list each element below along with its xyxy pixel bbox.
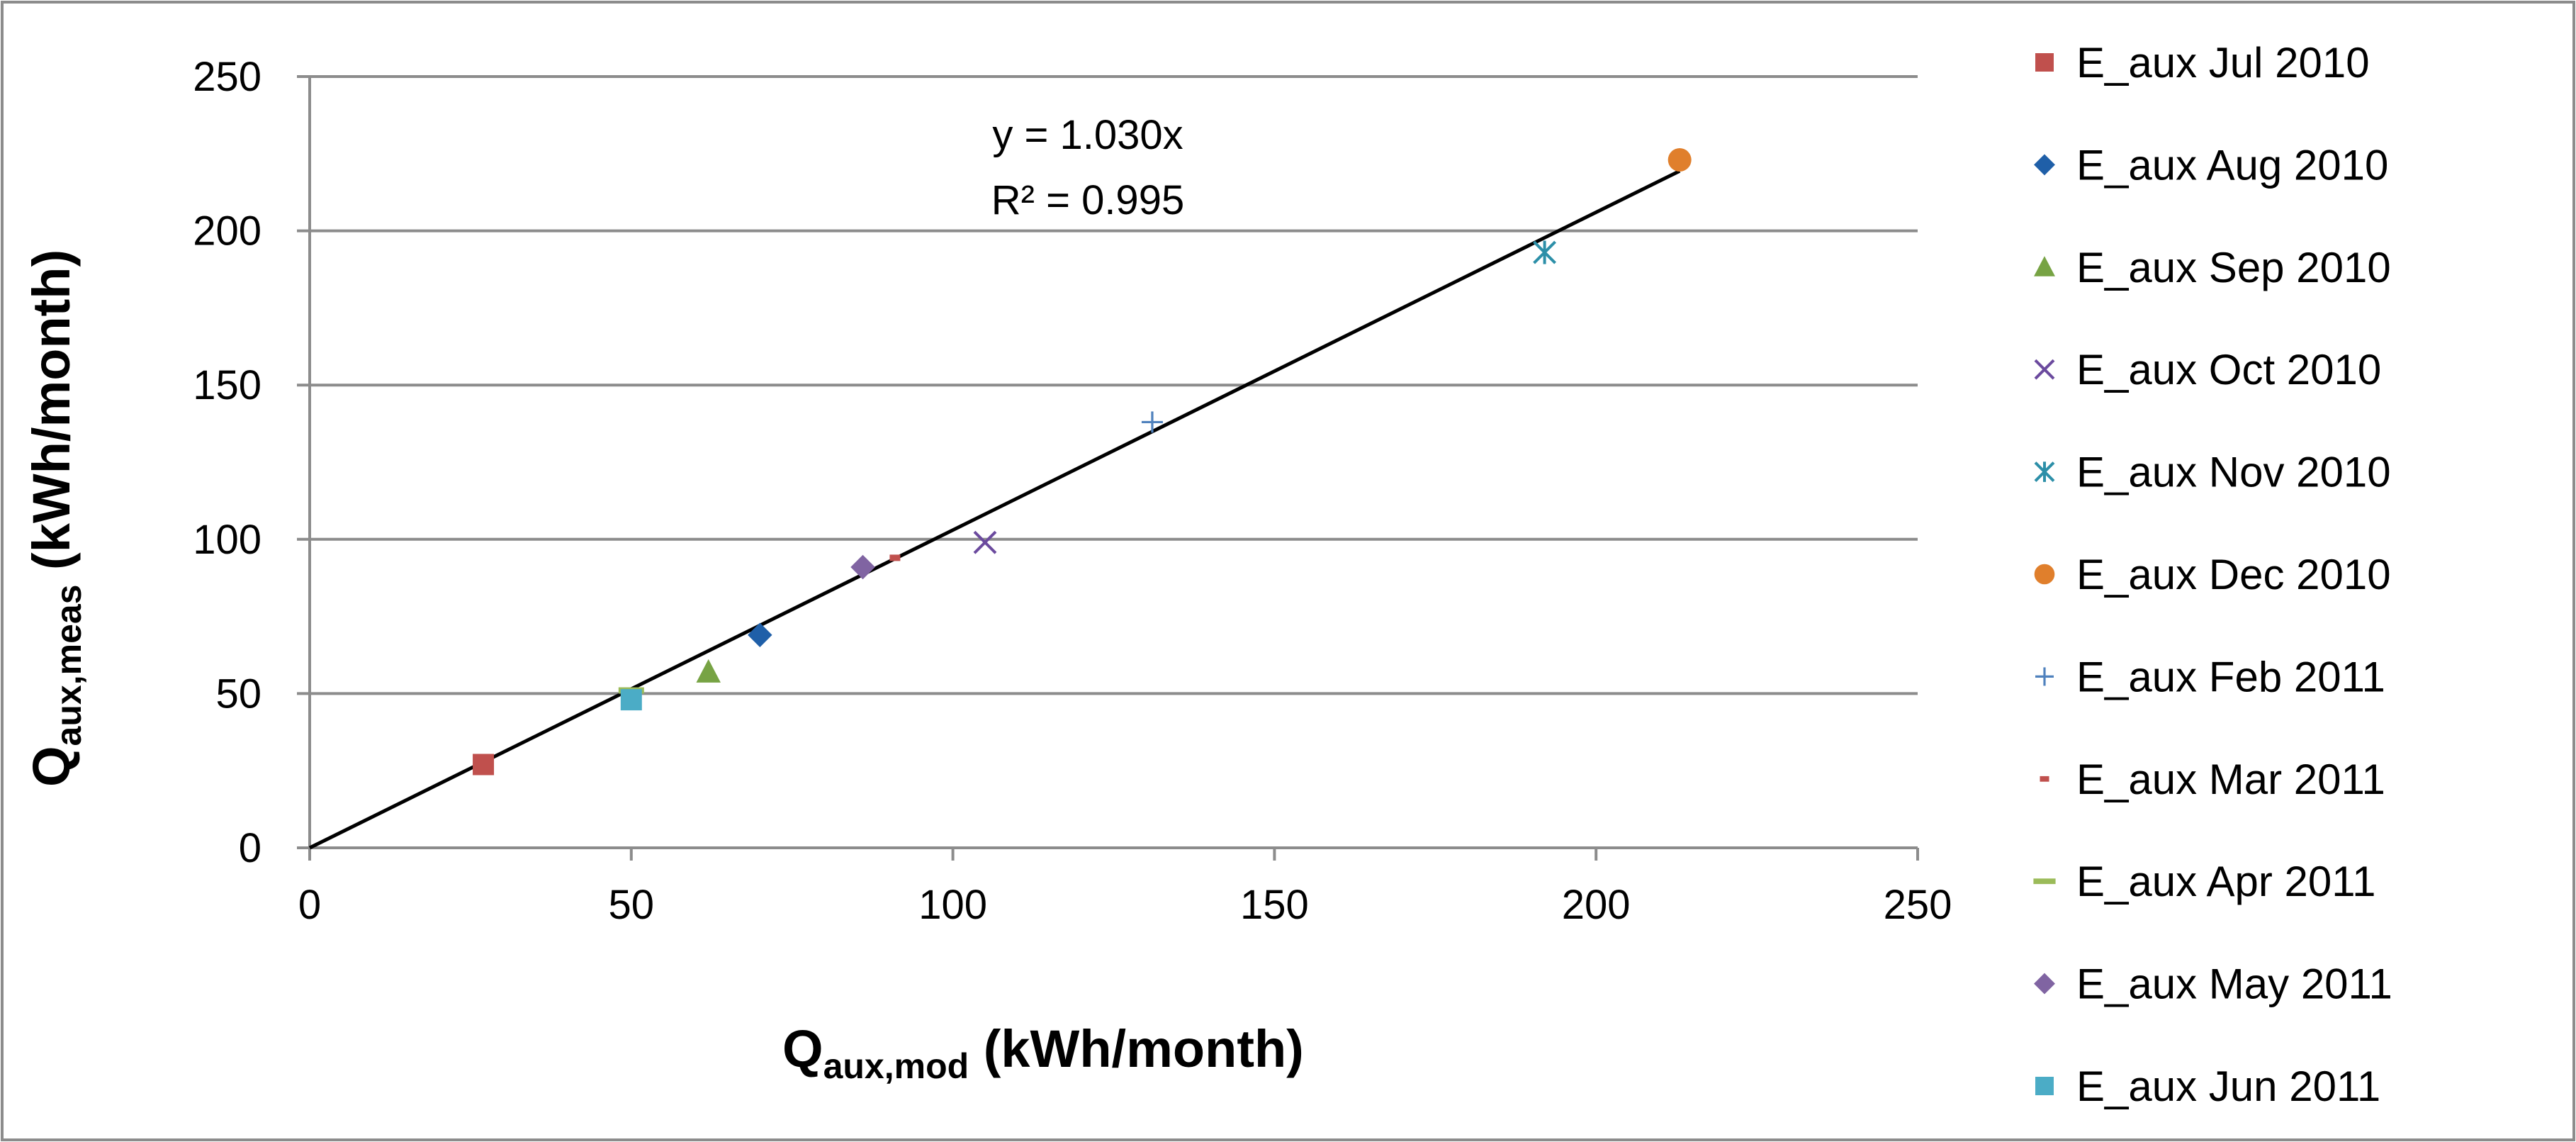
y-axis-label-main: Q (22, 746, 81, 787)
legend-marker-8 (2033, 878, 2056, 885)
y-axis-label: Qaux,meas (kWh/month) (22, 250, 89, 787)
x-axis-label-unit: (kWh/month) (969, 1019, 1304, 1078)
x-tick-label-150: 150 (1240, 882, 1309, 928)
data-point-0 (473, 754, 495, 776)
legend-item-6: E_aux Feb 2011 (2035, 653, 2385, 700)
legend-item-4: E_aux Nov 2010 (2034, 449, 2391, 496)
x-tick-label-200: 200 (1562, 882, 1631, 928)
x-tick-label-0: 0 (298, 882, 321, 928)
legend-item-1: E_aux Aug 2010 (2034, 141, 2388, 189)
legend-label-3: E_aux Oct 2010 (2076, 346, 2381, 393)
legend-item-9: E_aux May 2011 (2034, 961, 2392, 1008)
trendline-r2: R² = 0.995 (991, 177, 1184, 223)
y-tick-label-100: 100 (193, 517, 261, 563)
legend-marker-1-shape (2034, 154, 2055, 176)
legend-label-5: E_aux Dec 2010 (2076, 551, 2391, 598)
data-point-3 (973, 530, 997, 554)
legend-marker-7-shape (2040, 776, 2049, 782)
legend-marker-2 (2034, 256, 2055, 276)
legend-marker-1 (2034, 154, 2055, 176)
legend-item-2: E_aux Sep 2010 (2034, 244, 2391, 291)
data-point-1 (748, 622, 772, 647)
legend-marker-2-shape (2034, 256, 2055, 276)
x-tick-label-50: 50 (609, 882, 655, 928)
legend-marker-3 (2034, 359, 2055, 380)
data-point-6 (1141, 411, 1163, 433)
data-points (473, 148, 1692, 776)
y-axis-label-sub: aux,meas (49, 585, 89, 746)
legend-item-8: E_aux Apr 2011 (2033, 858, 2376, 905)
legend-marker-6 (2035, 667, 2054, 686)
legend-label-0: E_aux Jul 2010 (2076, 39, 2370, 86)
data-point-10 (620, 689, 642, 711)
y-tick-label-150: 150 (193, 362, 261, 408)
legend-item-3: E_aux Oct 2010 (2034, 346, 2381, 393)
legend-marker-10 (2035, 1077, 2054, 1095)
y-tick-label-50: 50 (215, 671, 261, 717)
legend-marker-0 (2035, 53, 2054, 72)
data-point-10-shape (620, 689, 642, 711)
legend-marker-3-stroke-b (2034, 359, 2055, 380)
data-point-7-shape (889, 554, 901, 561)
legend-marker-9-shape (2034, 973, 2055, 995)
legend-marker-4 (2034, 461, 2055, 483)
legend-marker-8-shape (2033, 878, 2056, 885)
data-point-2-shape (696, 659, 721, 683)
gridlines (310, 75, 1918, 695)
legend-label-4: E_aux Nov 2010 (2076, 449, 2391, 496)
legend-label-6: E_aux Feb 2011 (2076, 653, 2385, 700)
legend-label-9: E_aux May 2011 (2076, 961, 2392, 1008)
data-point-0-shape (473, 754, 495, 776)
y-tick-label-250: 250 (193, 54, 261, 100)
y-axis-label-unit: (kWh/month) (22, 250, 81, 585)
axes: 0 50 100 150 200 250 0 50 100 150 200 250 (193, 54, 1952, 928)
legend-item-5: E_aux Dec 2010 (2034, 551, 2391, 598)
x-tick-label-100: 100 (918, 882, 987, 928)
trendline-group (308, 169, 1681, 850)
legend-label-1: E_aux Aug 2010 (2076, 141, 2388, 189)
x-tick-label-250: 250 (1884, 882, 1952, 928)
legend-marker-9 (2034, 973, 2055, 995)
y-tick-label-0: 0 (239, 825, 261, 871)
data-point-9-shape (850, 554, 875, 580)
legend-item-7: E_aux Mar 2011 (2040, 756, 2385, 803)
legend-marker-5 (2034, 564, 2055, 585)
legend-label-8: E_aux Apr 2011 (2076, 858, 2376, 905)
legend-item-0: E_aux Jul 2010 (2035, 39, 2370, 86)
legend-marker-10-shape (2035, 1077, 2054, 1095)
data-point-2 (696, 659, 721, 683)
data-point-3-stroke-b (973, 530, 997, 554)
data-point-4 (1533, 240, 1557, 264)
data-point-9 (850, 554, 875, 580)
x-axis-label-sub: aux,mod (823, 1046, 969, 1086)
trendline (308, 169, 1681, 850)
trendline-equation: y = 1.030x (992, 112, 1183, 158)
legend-label-2: E_aux Sep 2010 (2076, 244, 2391, 291)
legend-marker-0-shape (2035, 53, 2054, 72)
y-tick-label-200: 200 (193, 208, 261, 254)
data-point-5 (1667, 148, 1692, 172)
legend: E_aux Jul 2010 E_aux Aug 2010 E_aux Sep 20… (2033, 39, 2392, 1110)
legend-label-7: E_aux Mar 2011 (2076, 756, 2385, 803)
data-point-7 (889, 554, 901, 561)
data-point-5-shape (1667, 148, 1692, 172)
legend-marker-7 (2040, 776, 2049, 782)
legend-marker-5-shape (2034, 564, 2055, 585)
x-axis-label-main: Q (782, 1019, 823, 1078)
data-point-1-shape (748, 622, 772, 647)
legend-label-10: E_aux Jun 2011 (2076, 1063, 2380, 1110)
x-axis-label: Qaux,mod (kWh/month) (782, 1019, 1304, 1086)
legend-item-10: E_aux Jun 2011 (2035, 1063, 2380, 1110)
